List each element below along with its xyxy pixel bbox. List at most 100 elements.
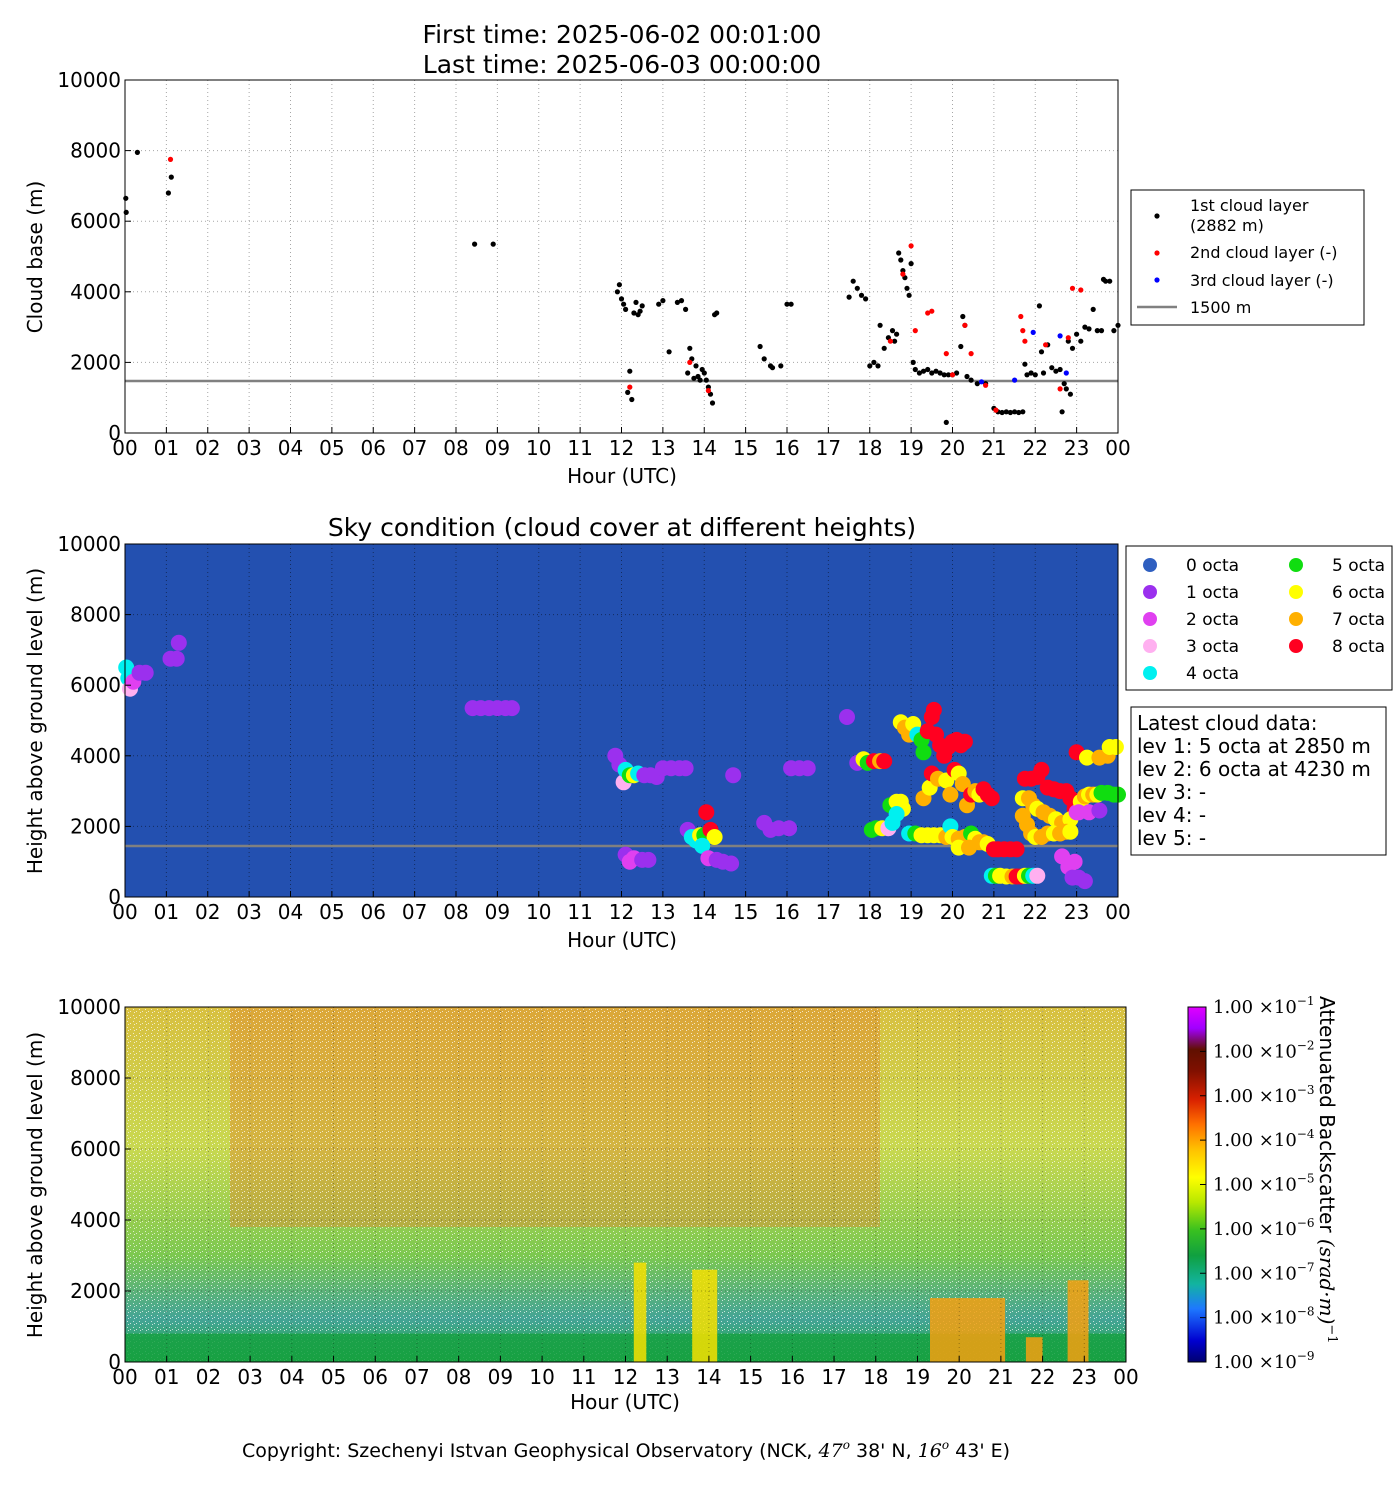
x-tick-label: 01	[154, 436, 179, 460]
x-tick-label: 01	[154, 900, 179, 924]
octa-legend-marker	[1289, 558, 1303, 572]
x-tick-label: 13	[650, 436, 675, 460]
octa-point	[942, 786, 959, 803]
octa-point	[1066, 853, 1083, 870]
first-layer-point	[687, 345, 693, 351]
second-layer-point	[887, 338, 894, 344]
octa-legend-label: 5 octa	[1332, 556, 1385, 576]
octa-legend-marker	[1143, 585, 1157, 599]
first-time-title: First time: 2025-06-02 00:01:00	[423, 20, 822, 49]
third-layer-point	[1057, 333, 1063, 339]
backscatter-panel: 00 01 02 03 04 05 06 07 08 09 10 11 12 13 14 15 16 17 18 19…	[23, 994, 1339, 1414]
legend-label-third-layer: 3rd cloud layer (-)	[1190, 271, 1334, 290]
latest-cloud-data-title: Latest cloud data:	[1137, 711, 1317, 735]
first-layer-point	[165, 190, 171, 196]
cloud-base-x-label: Hour (UTC)	[567, 464, 677, 488]
octa-point	[168, 650, 185, 667]
x-tick-label: 04	[278, 436, 303, 460]
x-tick-label: 10	[526, 436, 551, 460]
third-layer-point	[1030, 329, 1036, 335]
x-tick-label: 15	[738, 1365, 763, 1389]
latest-cloud-data-line: lev 4: -	[1137, 803, 1206, 827]
x-tick-label: 17	[816, 436, 841, 460]
first-layer-point	[894, 331, 900, 337]
backscatter-feature	[692, 1269, 718, 1362]
x-tick-label: 00	[1113, 1365, 1138, 1389]
first-layer-point	[925, 366, 931, 373]
legend-marker-first-layer	[1154, 213, 1160, 219]
first-layer-point	[941, 372, 947, 378]
x-tick-label: 19	[898, 436, 923, 460]
octa-point	[925, 701, 942, 718]
second-layer-point	[925, 310, 931, 316]
first-layer-point	[1090, 306, 1096, 312]
first-layer-point	[904, 285, 910, 291]
y-tick-label: 4000	[70, 744, 121, 768]
octa-legend-label: 1 octa	[1186, 583, 1239, 603]
octa-point	[1008, 841, 1025, 858]
first-layer-point	[945, 372, 952, 378]
octa-legend-marker	[1289, 612, 1303, 626]
sky-condition-points	[118, 634, 1126, 890]
octa-point	[1076, 873, 1093, 890]
octa-legend-label: 0 octa	[1186, 556, 1239, 576]
first-layer-point	[1016, 409, 1022, 416]
first-layer-point	[1063, 386, 1069, 392]
backscatter-y-ticks: 0 2000 4000 6000 8000 10000	[57, 995, 131, 1374]
colorbar-tick-label: 1.00 ×10−1	[1213, 994, 1315, 1018]
second-layer-point	[1069, 285, 1076, 291]
first-layer-point	[881, 345, 887, 351]
x-tick-label: 04	[279, 1365, 304, 1389]
x-tick-label: 06	[361, 900, 386, 924]
x-tick-label: 00	[112, 1365, 137, 1389]
first-layer-point	[908, 261, 914, 267]
x-tick-label: 07	[402, 900, 427, 924]
first-layer-point	[875, 363, 881, 369]
x-tick-label: 05	[319, 436, 344, 460]
x-tick-label: 00	[112, 436, 137, 460]
first-layer-point	[784, 301, 790, 307]
first-layer-point	[1094, 328, 1100, 334]
first-layer-point	[697, 377, 703, 383]
cloud-base-points	[123, 149, 1121, 425]
octa-point	[1079, 749, 1095, 766]
first-layer-point	[1012, 409, 1018, 415]
second-layer-point	[908, 243, 914, 249]
octa-point	[503, 700, 520, 717]
octa-legend-marker	[1143, 639, 1157, 653]
colorbar-tick-label: 1.00 ×10−7	[1213, 1260, 1315, 1284]
first-layer-point	[1024, 372, 1030, 378]
first-layer-point	[916, 370, 923, 376]
first-layer-point	[943, 419, 949, 425]
second-layer-point	[949, 372, 956, 378]
x-tick-label: 14	[692, 900, 717, 924]
sky-condition-x-ticks: 00 01 02 03 04 05 06 07 08 09 10 11 12 13 14 15 16 17 18 19…	[112, 891, 1131, 924]
octa-point	[694, 837, 711, 854]
first-layer-point	[898, 257, 904, 263]
sky-condition-y-label: Height above ground level (m)	[23, 568, 47, 874]
x-tick-label: 03	[237, 1365, 262, 1389]
first-layer-point	[633, 299, 639, 305]
x-tick-label: 21	[988, 1365, 1013, 1389]
x-tick-label: 08	[443, 436, 468, 460]
first-layer-point	[1049, 365, 1055, 371]
colorbar-tick-label: 1.00 ×10−6	[1213, 1216, 1315, 1240]
sky-condition-y-ticks: 0 2000 4000 6000 8000 10000	[57, 532, 131, 909]
first-layer-point	[912, 366, 918, 373]
first-layer-point	[889, 328, 896, 334]
octa-point	[876, 753, 893, 770]
octa-point	[677, 760, 694, 777]
x-tick-label: 10	[526, 900, 551, 924]
backscatter-y-label: Height above ground level (m)	[23, 1032, 47, 1338]
x-tick-label: 02	[195, 436, 220, 460]
latest-cloud-data-box: Latest cloud data: lev 1: 5 octa at 2850…	[1130, 706, 1387, 856]
first-layer-point	[1098, 328, 1105, 334]
x-tick-label: 11	[567, 436, 592, 460]
first-layer-point	[637, 308, 643, 314]
x-tick-label: 22	[1023, 900, 1048, 924]
first-layer-point	[1111, 328, 1117, 334]
copyright-footer: Copyright: Szechenyi Istvan Geophysical …	[242, 1438, 1010, 1462]
cloud-base-y-label: Cloud base (m)	[23, 181, 47, 334]
octa-point	[640, 851, 657, 868]
